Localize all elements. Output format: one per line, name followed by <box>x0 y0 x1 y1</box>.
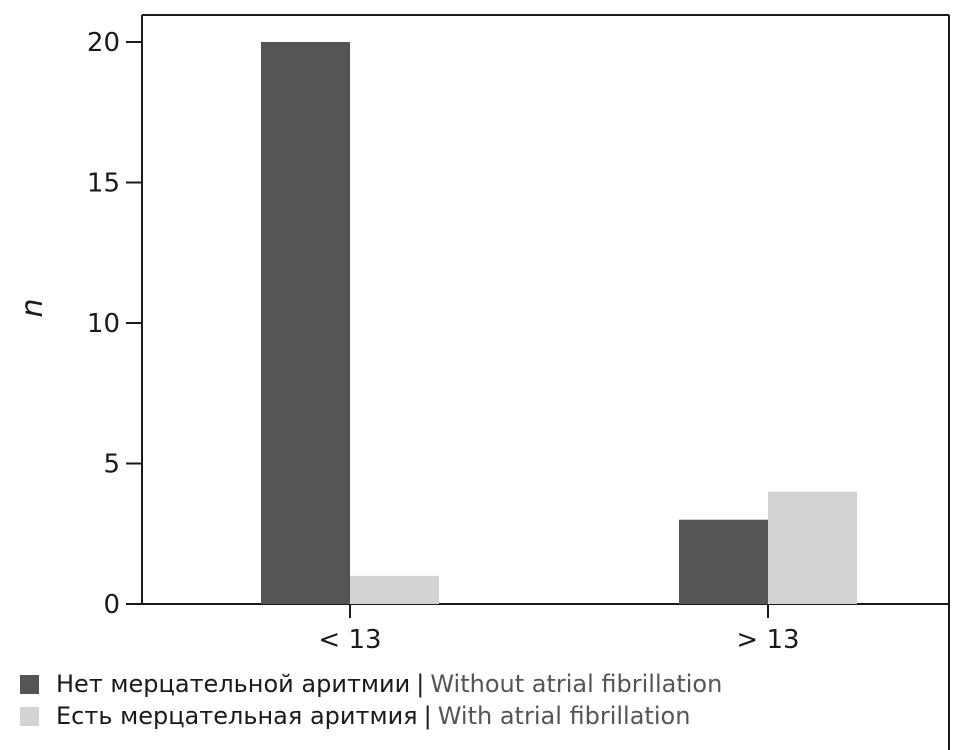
y-tick-label: 15 <box>87 169 120 199</box>
legend-label-ru: Есть мерцательная аритмия <box>56 702 418 730</box>
y-tick-label: 20 <box>87 28 120 58</box>
legend-swatch-with-af <box>20 706 39 726</box>
bar-with-af-0 <box>350 575 439 604</box>
legend-label-en: Without atrial fibrillation <box>430 670 723 698</box>
y-tick-label: 10 <box>87 309 120 339</box>
x-tick-label: < 13 <box>318 625 381 655</box>
legend-item-without-af: Нет мерцательной аритмии | Without atria… <box>20 668 722 700</box>
x-tick-label: > 13 <box>736 625 799 655</box>
y-axis-title: n <box>15 298 50 317</box>
bar-without-af-1 <box>679 519 768 604</box>
y-axis-ticks: 0 5 10 15 20 <box>87 28 142 620</box>
bar-with-af-1 <box>768 491 857 604</box>
legend-item-with-af: Есть мерцательная аритмия | With atrial … <box>20 700 722 732</box>
legend-label-en: With atrial fibrillation <box>437 702 691 730</box>
legend-swatch-without-af <box>20 674 39 694</box>
chart-bars <box>261 42 857 604</box>
x-axis-ticks: < 13 > 13 <box>318 604 800 655</box>
bar-without-af-0 <box>261 42 350 604</box>
legend-separator: | <box>423 702 432 730</box>
chart-legend: Нет мерцательной аритмии | Without atria… <box>20 668 722 732</box>
legend-separator: | <box>416 670 425 698</box>
y-tick-label: 5 <box>103 450 120 480</box>
legend-label-ru: Нет мерцательной аритмии <box>56 670 411 698</box>
y-tick-label: 0 <box>103 590 120 620</box>
